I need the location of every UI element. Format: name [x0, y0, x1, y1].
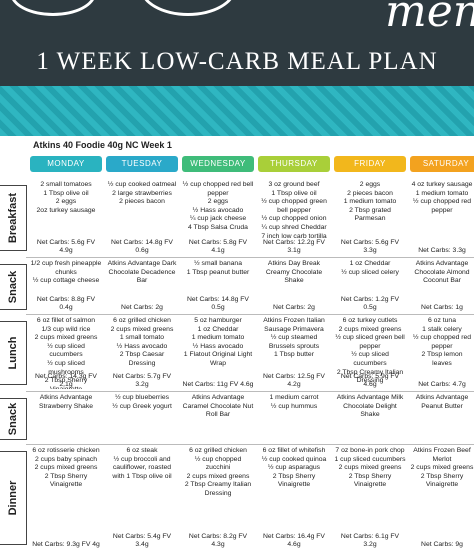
- meal-cell: 6 oz grilled chicken ½ cup chopped zucch…: [184, 447, 252, 548]
- day-header-monday: MONDAY: [30, 156, 102, 172]
- meal-cell: Atkins Day Break Creamy Chocolate Shake N…: [265, 260, 323, 311]
- meal-cell: Atkins Advantage Milk Chocolate Delight …: [336, 394, 404, 419]
- meal-cell: 6 oz steak ½ cup broccoli and cauliflowe…: [112, 447, 172, 548]
- meal-cell: 7 oz bone-in pork chop 1 cup sliced cucu…: [334, 447, 406, 548]
- meal-cell: Atkins Advantage Dark Chocolate Decadenc…: [107, 260, 177, 311]
- meal-cell: 2 eggs 2 pieces bacon 1 medium tomato 2 …: [340, 181, 400, 254]
- meal-row-breakfast: Breakfast 2 small tomatoes 1 Tbsp olive …: [0, 181, 474, 255]
- meal-cell: Atkins Advantage Caramel Chocolate Nut R…: [182, 394, 254, 419]
- meal-cell: 6 oz grilled chicken 2 cups mixed greens…: [110, 317, 174, 388]
- meal-cell: 4 oz turkey sausage 1 medium tomato ½ cu…: [411, 181, 473, 254]
- meal-cell: Atkins Advantage Strawberry Shake: [38, 394, 94, 410]
- meal-cell: 6 oz tuna 1 stalk celery ½ cup chopped r…: [412, 317, 472, 388]
- meal-cell: 1 medium carrot ½ cup hummus: [269, 394, 319, 410]
- meal-cell: Atkins Advantage Chocolate Almond Coconu…: [414, 260, 470, 311]
- meal-cell: ½ cup cooked oatmeal 2 large strawberrie…: [107, 181, 177, 254]
- meal-cell: Atkins Frozen Italian Sausage Primavera …: [263, 317, 325, 388]
- day-header-friday: FRIDAY: [334, 156, 406, 172]
- meal-row-snack: Snack Atkins Advantage Strawberry Shake …: [0, 394, 474, 442]
- row-divider: [26, 314, 474, 315]
- meal-label: Breakfast: [0, 185, 27, 251]
- meal-cell: Atkins Advantage Peanut Butter: [415, 394, 469, 410]
- meal-cell: ½ cup chopped red bell pepper 2 eggs ½ H…: [182, 181, 254, 254]
- plan-subtitle: Atkins 40 Foodie 40g NC Week 1: [33, 140, 172, 150]
- meal-cell: 6 oz fillet of salmon 1/3 cup wild rice …: [34, 317, 98, 389]
- meal-cell: ½ small banana 1 Tbsp peanut butter Net C…: [186, 260, 250, 311]
- meal-label: Snack: [0, 264, 27, 310]
- meal-row-dinner: Dinner 6 oz rotisserie chicken 2 cups ba…: [0, 447, 474, 549]
- meal-cell: 1 oz Cheddar ½ cup sliced celery Net Carb…: [340, 260, 400, 311]
- day-header-saturday: SATURDAY: [410, 156, 474, 172]
- meal-cell: 1/2 cup fresh pineapple chunks ½ cup cot…: [30, 260, 102, 311]
- meal-row-lunch: Lunch 6 oz fillet of salmon 1/3 cup wild…: [0, 317, 474, 389]
- row-divider: [26, 257, 474, 258]
- meal-cell: 3 oz ground beef 1 Tbsp olive oil ½ cup …: [261, 181, 327, 254]
- day-header-row: MONDAY TUESDAY WEDNESDAY THURSDAY FRIDAY…: [0, 153, 474, 175]
- day-header-thursday: THURSDAY: [258, 156, 330, 172]
- meal-cell: 2 small tomatoes 1 Tbsp olive oil 2 eggs…: [36, 181, 96, 254]
- meal-cell: Atkins Frozen Beef Merlot 2 cups mixed g…: [410, 447, 474, 548]
- day-header-tuesday: TUESDAY: [106, 156, 178, 172]
- decorative-stripes: [0, 86, 474, 136]
- meal-label: Lunch: [0, 321, 27, 385]
- meal-cell: 6 oz rotisserie chicken 2 cups baby spin…: [32, 447, 100, 548]
- meal-cell: 6 oz fillet of whitefish ½ cup cooked qu…: [261, 447, 327, 548]
- header-banner: menu 1 WEEK LOW-CARB MEAL PLAN: [0, 0, 474, 86]
- meal-row-snack: Snack 1/2 cup fresh pineapple chunks ½ c…: [0, 260, 474, 312]
- day-header-wednesday: WEDNESDAY: [182, 156, 254, 172]
- decorative-swirl-icon: [140, 0, 236, 16]
- meal-cell: 6 oz turkey cutlets 2 cups mixed greens …: [335, 317, 405, 388]
- row-divider: [26, 444, 474, 445]
- meal-cell: ½ cup blueberries ½ cup Greek yogurt: [112, 394, 172, 410]
- page-title: 1 WEEK LOW-CARB MEAL PLAN: [36, 48, 438, 75]
- row-divider: [26, 391, 474, 392]
- decorative-swirl-icon: [10, 0, 96, 16]
- meal-label: Dinner: [0, 451, 27, 545]
- meal-cell: 5 oz hamburger 1 oz Cheddar 1 medium tom…: [182, 317, 254, 388]
- script-word-menu: menu: [385, 0, 474, 37]
- meal-label: Snack: [0, 398, 27, 440]
